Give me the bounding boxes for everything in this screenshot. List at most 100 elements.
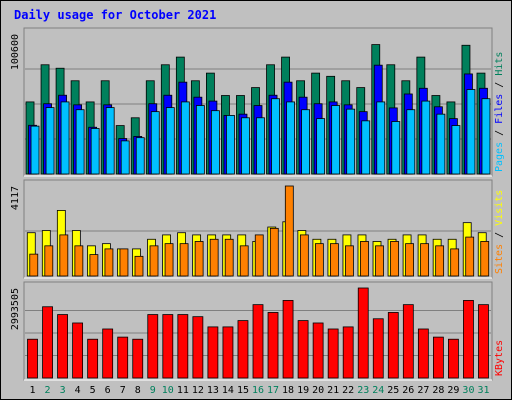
bar-pages-day-1 [30,125,40,175]
bar-sites-day-2 [44,245,54,277]
bar-pages-day-12 [195,105,205,175]
bar-sites-day-28 [435,245,445,277]
x-tick-label-day-26: 26 [402,385,414,396]
x-tick-label-day-21: 21 [327,385,339,396]
legend-middle: Sites / Visits [494,190,505,274]
x-tick-label-day-9: 9 [150,385,156,396]
x-tick-label-day-6: 6 [105,385,111,396]
bar-kbytes-day-2 [42,306,53,379]
bar-kbytes-day-24 [372,318,384,379]
bar-kbytes-day-30 [463,300,474,379]
bar-kbytes-day-28 [432,336,444,379]
legend-entry: Pages [494,142,505,172]
bar-pages-day-7 [120,140,130,175]
bar-sites-day-10 [164,243,174,277]
x-tick-label-day-4: 4 [75,385,81,396]
bar-pages-day-2 [45,107,55,175]
bar-kbytes-day-4 [72,322,84,379]
x-tick-label-day-8: 8 [135,385,141,396]
bar-pages-day-30 [466,89,476,175]
x-tick-label-day-12: 12 [192,385,204,396]
bar-kbytes-day-26 [402,304,414,379]
bar-sites-day-5 [89,254,99,277]
bar-pages-day-26 [406,109,416,175]
bar-pages-day-24 [376,101,386,175]
axis-max-label: 100600 [10,34,21,70]
bar-kbytes-day-20 [312,322,324,379]
panel-middle: 4117 Sites / Visits [10,179,505,279]
bar-sites-day-1 [29,253,39,277]
bar-pages-day-9 [150,111,160,175]
x-tick-label-day-23: 23 [357,385,369,396]
legend-entry: / [494,232,505,244]
bar-kbytes-day-13 [207,326,219,379]
x-tick-label-day-17: 17 [267,385,279,396]
bar-pages-day-27 [421,100,431,175]
bar-sites-day-3 [59,234,69,277]
bar-sites-day-24 [375,245,384,277]
x-tick-label-day-18: 18 [282,385,294,396]
x-tick-label-day-1: 1 [30,385,36,396]
bar-sites-day-8 [134,255,144,277]
bar-kbytes-day-25 [387,312,399,379]
bar-pages-day-14 [226,115,235,175]
bar-kbytes-day-6 [102,328,114,379]
bar-pages-day-15 [241,117,250,175]
x-tick-label-day-3: 3 [60,385,66,396]
bar-pages-day-21 [331,105,341,175]
bar-kbytes-day-5 [87,338,99,379]
x-tick-label-day-2: 2 [45,385,51,396]
bar-kbytes-day-14 [222,326,234,379]
bar-sites-day-9 [149,245,159,277]
legend-entry: Sites [494,244,505,274]
bar-sites-day-18 [284,185,294,277]
bar-pages-day-3 [60,101,70,175]
bar-pages-day-29 [451,125,461,175]
bar-sites-day-22 [345,245,354,277]
x-tick-label-day-15: 15 [237,385,249,396]
bar-sites-day-12 [194,241,204,277]
bar-sites-day-31 [480,241,490,277]
panel-bottom: 2993505 KBytes [10,281,505,381]
axis-max-label: 2993505 [10,288,21,330]
bar-pages-day-4 [75,109,85,175]
bar-pages-day-11 [180,101,190,175]
x-tick-label-day-20: 20 [312,385,324,396]
x-tick-label-day-25: 25 [387,385,399,396]
bar-kbytes-day-31 [478,304,489,379]
bar-pages-day-10 [165,107,175,175]
bar-kbytes-day-15 [237,320,249,379]
bar-pages-day-13 [210,110,220,175]
bar-sites-day-27 [420,243,430,277]
legend-entry: / [494,130,505,142]
bar-pages-day-6 [105,107,115,175]
bar-sites-day-25 [390,241,399,277]
legend-top: Pages / Files / Hits [494,52,505,172]
bar-pages-day-31 [481,98,491,175]
x-tick-label-day-14: 14 [222,385,234,396]
bar-kbytes-day-3 [57,314,68,379]
bar-pages-day-8 [135,137,145,175]
bar-sites-day-17 [269,227,279,277]
bar-pages-day-16 [256,117,265,175]
bar-sites-day-26 [405,243,414,277]
x-tick-label-day-28: 28 [432,385,444,396]
bar-pages-day-25 [391,121,401,175]
bar-pages-day-20 [316,118,326,175]
bar-sites-day-20 [314,243,324,277]
bar-kbytes-day-9 [147,314,159,379]
x-tick-label-day-19: 19 [297,385,309,396]
panel-box [23,179,493,279]
bar-kbytes-day-1 [27,338,38,379]
legend-entry: Files [494,94,505,130]
bar-kbytes-day-19 [297,320,309,379]
x-tick-label-day-22: 22 [342,385,354,396]
chart-title: Daily usage for October 2021 [14,8,216,22]
bar-pages-day-18 [286,101,295,175]
x-tick-label-day-29: 29 [447,385,459,396]
panel-top: 100600 Pages / Files / Hits [10,27,505,177]
bar-kbytes-day-29 [448,338,459,379]
bar-sites-day-13 [209,238,219,277]
bar-kbytes-day-16 [252,304,264,379]
bar-sites-day-29 [450,248,460,277]
